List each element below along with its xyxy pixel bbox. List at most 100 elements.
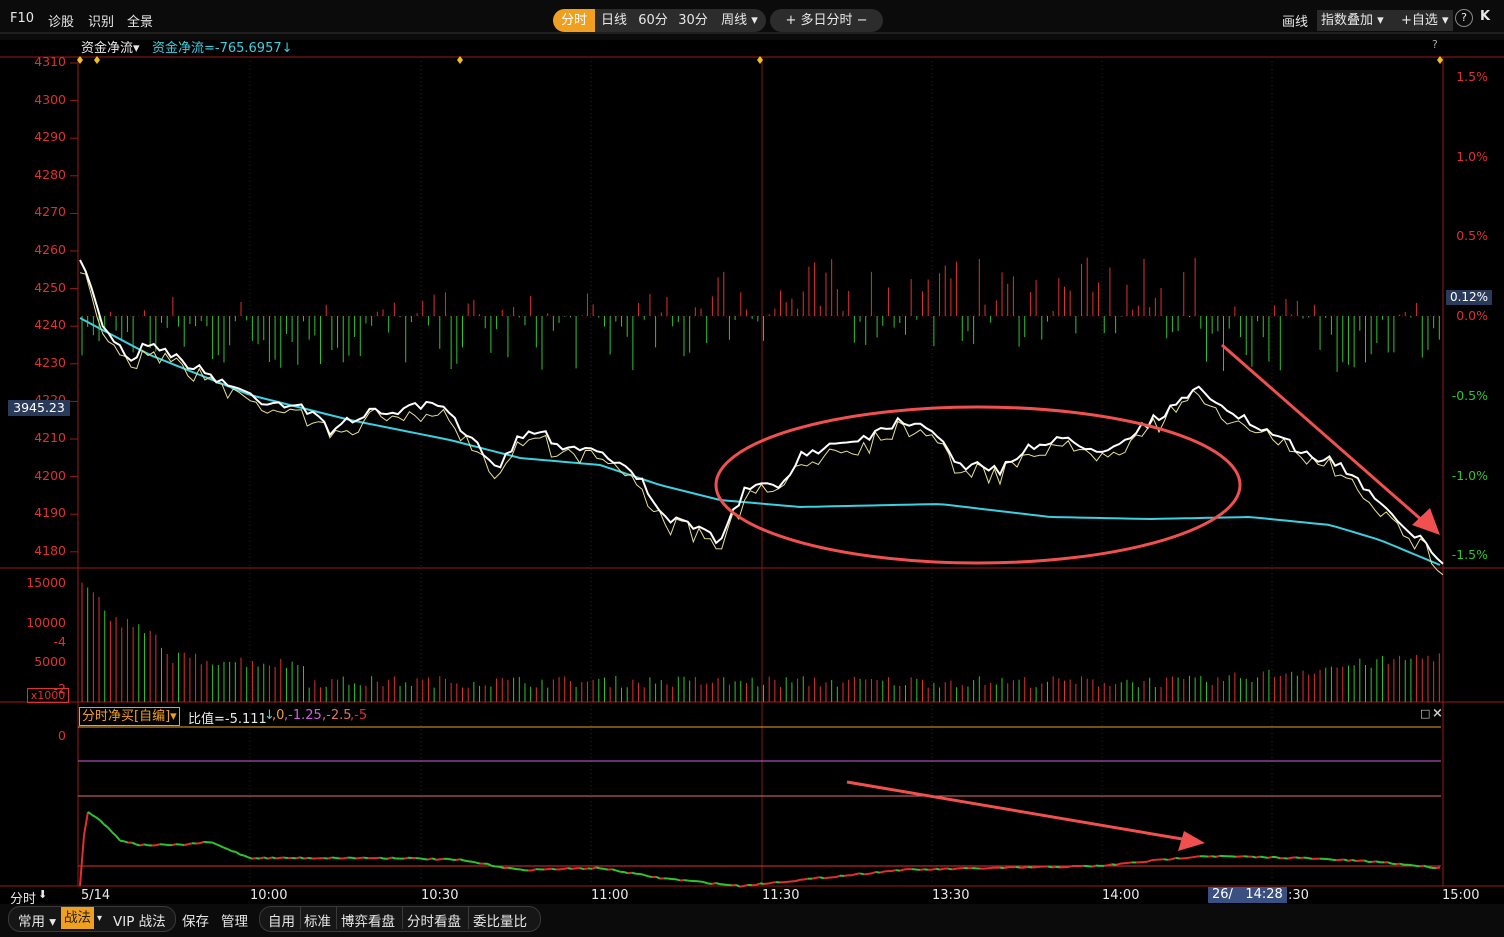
net-buy-segment [139,843,145,847]
tab-60min[interactable]: 60分 [638,13,668,28]
collapse-icon[interactable]: K [1480,9,1491,24]
net-buy-segment [795,878,801,882]
time-mode-arrow-icon[interactable]: ⬇ [38,888,48,901]
net-buy-segment [603,867,609,871]
sub-tick: 0 [58,728,66,743]
net-buy-segment [463,859,469,863]
net-buy-segment [1147,859,1153,863]
vip-tactics-button[interactable]: VIP 战法 [113,914,166,930]
net-buy-segment [999,866,1005,870]
tab-daily[interactable]: 日线 [600,13,627,28]
net-buy-segment [1015,865,1021,869]
index-overlay-dropdown[interactable]: 指数叠加 ▾ [1317,10,1397,31]
net-buy-segment [403,856,409,860]
level-2: ,-2.5 [322,708,352,723]
percent-tick: 0.0% [1456,308,1488,323]
price-tick: 4250 [34,279,66,295]
chart-help-icon[interactable]: ? [1432,38,1438,51]
common-dropdown[interactable]: 常用 ▾ [18,914,57,930]
net-buy-segment [819,876,825,880]
net-buy-segment [583,867,589,871]
time-label-1400: 14:00 [1102,888,1140,903]
net-buy-segment [103,823,109,829]
time-label-1500: 15:00 [1442,888,1480,903]
net-buy-segment [1023,865,1029,869]
net-buy-segment [247,856,253,860]
net-buy-segment [379,856,385,860]
net-buy-segment [723,883,729,886]
trend-arrow-head [1412,508,1440,535]
net-buy-segment [891,869,897,872]
price-tick: 4280 [34,166,66,182]
net-buy-segment [155,843,161,847]
net-buy-segment [859,872,865,876]
fullview-button[interactable]: 全景 [127,15,154,30]
f10-button[interactable]: F10 [10,11,35,26]
net-buy-segment [179,843,185,847]
tab-standard[interactable]: 标准 [304,914,331,930]
tab-intraday[interactable]: 分时 [553,9,595,32]
net-buy-segment [143,843,149,847]
level-1: ,-1.25 [284,708,322,723]
net-buy-segment [223,846,229,851]
ratio-value: 比值=-5.111 [188,712,267,727]
tab-game-view[interactable]: 博弈看盘 [341,914,395,930]
annotations [714,343,1440,851]
time-mode-selector[interactable]: 分时 [10,892,37,907]
tab-custom[interactable]: 自用 [268,914,295,930]
net-buy-segment [363,856,369,860]
tab-bid-ratio[interactable]: 委比量比 [473,914,527,930]
net-buy-segment [599,867,605,870]
close-icon[interactable]: × [1432,706,1443,721]
net-buy-segment [1215,854,1221,858]
tab-30min[interactable]: 30分 [678,13,708,28]
recognize-button[interactable]: 识别 [88,15,115,30]
time-label-1130: 11:30 [762,888,800,903]
multiday-intraday-button[interactable]: + 多日分时 − [770,9,883,32]
net-buy-segment [1047,865,1053,869]
period-selector: 分时 日线 60分 30分 周线 ▾ [553,9,766,32]
save-button[interactable]: 保存 [182,914,209,930]
net-buy-segment [639,872,645,876]
net-buy-segment [1287,856,1293,860]
time-label-1000: 10:00 [250,888,288,903]
diagnose-button[interactable]: 诊股 [48,15,75,30]
net-buy-segment [1363,859,1369,863]
net-buy-segment [1003,866,1009,870]
net-buy-segment [335,857,341,860]
net-buy-segment [295,856,301,860]
manage-button[interactable]: 管理 [221,914,248,930]
maximize-icon[interactable]: □ [1420,707,1431,720]
add-watchlist-dropdown[interactable]: +自选 ▾ [1397,10,1453,31]
draw-line-button[interactable]: 画线 [1282,15,1309,30]
indicator-selector[interactable]: 资金净流▾ [81,41,140,56]
price-tick: 4290 [34,129,66,145]
net-buy-segment [239,853,245,857]
net-buy-segment [871,870,877,875]
tab-weekly[interactable]: 周线 ▾ [721,13,758,28]
net-buy-segment [655,875,661,880]
tactics-tab[interactable]: 战法 [61,907,94,929]
tactics-dropdown-icon[interactable]: ▾ [97,913,103,924]
net-buy-segment [1263,856,1269,859]
net-buy-segment [1411,864,1417,867]
net-buy-segment [427,857,433,861]
net-buy-segment [431,857,437,861]
net-buy-segment [1163,858,1169,861]
net-buy-segment [1087,865,1093,868]
tab-intraday-view[interactable]: 分时看盘 [407,914,461,930]
net-buy-segment [1171,856,1177,861]
net-buy-segment [1187,856,1193,859]
net-buy-segment [571,867,577,870]
net-buy-segment [1255,855,1261,859]
net-buy-segment [743,883,749,887]
net-buy-segment [1107,863,1113,867]
sub-indicator-selector[interactable]: 分时净买[自编]▾ [79,707,180,726]
price-tick: 4190 [34,505,66,521]
trend-arrow-line [1221,343,1425,524]
price-tick: 4180 [34,542,66,558]
help-icon[interactable]: ? [1455,9,1473,27]
fund-flow-value: 资金净流=-765.6957↓ [152,41,293,56]
net-buy-indicator [78,726,1441,888]
